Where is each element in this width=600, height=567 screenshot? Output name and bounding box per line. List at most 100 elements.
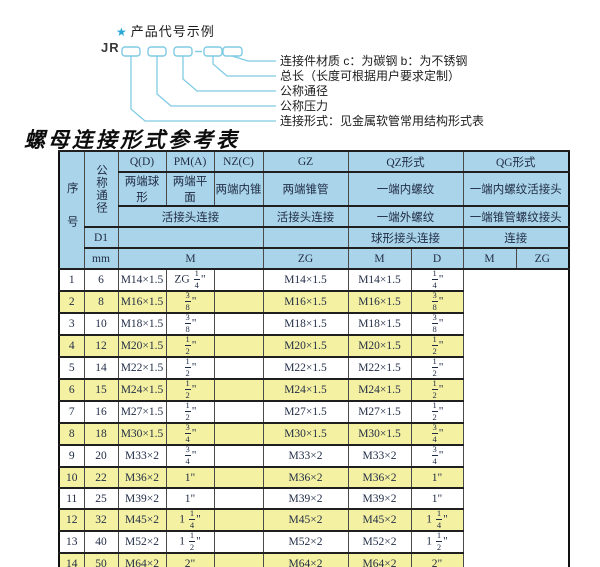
cell-qg-zg: 1 2 " <box>410 356 464 380</box>
cell-qz-d: M14×1.5 <box>262 268 349 292</box>
cell-dn-mm: 15 <box>83 378 119 402</box>
table-row: 10 22 M36×2 1" M36×2 M36×2 1" <box>58 465 569 490</box>
cell-gz-thread: 1 2 " <box>165 400 215 424</box>
table-row: 12 32 M45×2 1 1 4 " M45×2 M45×2 1 1 4 " <box>58 508 569 533</box>
connector-lines-icon <box>121 46 276 122</box>
cell-qz-d: M33×2 <box>262 444 349 468</box>
product-code-diagram: ★ 产品代号示例 JR 连接件材质 c：为碳钢 b：为不锈钢 总长（长度可根据用户… <box>0 0 600 145</box>
header-gz: GZ <box>262 150 349 173</box>
table-row: 8 18 M30×1.5 3 4 " M30×1.5 M30×1.5 3 4 " <box>58 422 569 446</box>
cell-dn-mm: 18 <box>83 422 119 446</box>
cell-qz-d: M16×1.5 <box>262 290 349 314</box>
cell-qg-zg: 1 2 " <box>410 334 464 358</box>
cell-qg-m: M24×1.5 <box>347 378 412 402</box>
header-m-span: M <box>117 247 264 270</box>
cell-qz-d: M52×2 <box>262 530 349 555</box>
cell-qz-d: M27×1.5 <box>262 400 349 424</box>
cell-gz-thread: 1 1 2 " <box>165 530 215 555</box>
cell-qg-m: M52×2 <box>347 530 412 555</box>
cell-qg-zg: 3 8 " <box>410 290 464 314</box>
cell-qz-d: M22×1.5 <box>262 356 349 380</box>
header-union-conn: 活接头连接 <box>117 205 264 228</box>
cell-qz-d: M30×1.5 <box>262 422 349 446</box>
header-pm-desc: 两端平面 <box>165 171 215 207</box>
cell-dn-mm: 16 <box>83 400 119 424</box>
table-row: 1 6 M14×1.5 ZG 1 4 " M14×1.5 M14×1.5 1 4 " <box>58 268 569 292</box>
cell-m-thread: M14×1.5 <box>117 268 167 292</box>
reference-table-wrap: 序号 公称通径 Q(D) PM(A) NZ(C) GZ QZ形式 QG形式 两端… <box>58 150 570 567</box>
product-code-prefix: JR <box>101 40 120 55</box>
table-body: 1 6 M14×1.5 ZG 1 4 " M14×1.5 M14×1.5 1 4 " 2… <box>58 268 569 567</box>
star-icon: ★ <box>116 25 128 39</box>
cell-qg-m: M33×2 <box>347 444 412 468</box>
nut-connection-table: 序号 公称通径 Q(D) PM(A) NZ(C) GZ QZ形式 QG形式 两端… <box>58 150 570 567</box>
header-qg-zg: ZG <box>515 247 570 270</box>
cell-m-thread: M52×2 <box>117 530 167 555</box>
code-box <box>121 46 141 57</box>
header-nominal-diameter: 公称通径 <box>83 150 119 228</box>
cell-gz-thread: 1 2 " <box>165 356 215 380</box>
cell-qz-m <box>213 290 264 314</box>
cell-qz-m <box>213 312 264 336</box>
cell-dn-mm: 12 <box>83 334 119 358</box>
cell-qg-zg: 1 1 2 " <box>410 530 464 555</box>
header-qz-form: QZ形式 <box>347 150 464 173</box>
cell-m-thread: M39×2 <box>117 487 167 511</box>
cell-qg-m: M14×1.5 <box>347 268 412 292</box>
cell-serial: 1 <box>58 268 85 292</box>
header-qg-form: QG形式 <box>462 150 570 173</box>
cell-qz-m <box>213 552 264 567</box>
cell-qg-zg: 1" <box>410 465 464 490</box>
cell-gz-thread: 1 1 4 " <box>165 508 215 533</box>
cell-qg-m: M30×1.5 <box>347 422 412 446</box>
header-qg-m: M <box>462 247 517 270</box>
cell-qg-m: M22×1.5 <box>347 356 412 380</box>
header-qz-desc2: 一端外螺纹 <box>347 205 464 228</box>
cell-qg-zg: 1 2 " <box>410 378 464 402</box>
header-q: Q(D) <box>117 150 167 173</box>
code-label-diameter: 公称通径 <box>280 84 329 98</box>
cell-qz-d: M64×2 <box>262 552 349 567</box>
cell-gz-thread: ZG 1 4 " <box>165 268 215 292</box>
cell-qz-m <box>213 378 264 402</box>
table-row: 7 16 M27×1.5 1 2 " M27×1.5 M27×1.5 1 2 " <box>58 400 569 424</box>
header-mm: mm <box>83 247 119 270</box>
cell-serial: 4 <box>58 334 85 358</box>
header-q-desc: 两端球形 <box>117 171 167 207</box>
table-row: 2 8 M16×1.5 3 8 " M16×1.5 M16×1.5 3 8 " <box>58 290 569 314</box>
product-code-heading: ★ 产品代号示例 <box>116 21 215 40</box>
code-label-length: 总长（长度可根据用户要求定制） <box>280 69 461 83</box>
cell-dn-mm: 40 <box>83 530 119 555</box>
cell-m-thread: M30×1.5 <box>117 422 167 446</box>
header-qg-desc1: 一端内螺纹活接头 <box>462 171 570 207</box>
cell-m-thread: M18×1.5 <box>117 312 167 336</box>
header-qz-m: M <box>347 247 412 270</box>
cell-qg-m: M45×2 <box>347 508 412 533</box>
code-box <box>147 46 167 57</box>
cell-serial: 11 <box>58 487 85 511</box>
code-label-material: 连接件材质 c：为碳钢 b：为不锈钢 <box>280 54 468 68</box>
cell-serial: 8 <box>58 422 85 446</box>
header-nz-desc: 两端内锥 <box>213 171 264 207</box>
code-box <box>222 46 243 57</box>
cell-m-thread: M24×1.5 <box>117 378 167 402</box>
cell-gz-thread: 1 2 " <box>165 334 215 358</box>
header-gz-conn: 活接头连接 <box>262 205 349 228</box>
cell-serial: 10 <box>58 465 85 490</box>
header-blank-2 <box>262 226 349 249</box>
cell-qg-m: M36×2 <box>347 465 412 490</box>
cell-gz-thread: 1" <box>165 465 215 490</box>
cell-qg-zg: 3 4 " <box>410 422 464 446</box>
cell-gz-thread: 1 2 " <box>165 378 215 402</box>
cell-qg-m: M20×1.5 <box>347 334 412 358</box>
cell-qz-d: M20×1.5 <box>262 334 349 358</box>
cell-m-thread: M22×1.5 <box>117 356 167 380</box>
cell-dn-mm: 6 <box>83 268 119 292</box>
header-pm: PM(A) <box>165 150 215 173</box>
cell-gz-thread: 2" <box>165 552 215 567</box>
cell-gz-thread: 1" <box>165 487 215 511</box>
cell-qz-m <box>213 444 264 468</box>
page-title: 螺母连接形式参考表 <box>24 128 240 152</box>
header-qz-d: D <box>410 247 464 270</box>
